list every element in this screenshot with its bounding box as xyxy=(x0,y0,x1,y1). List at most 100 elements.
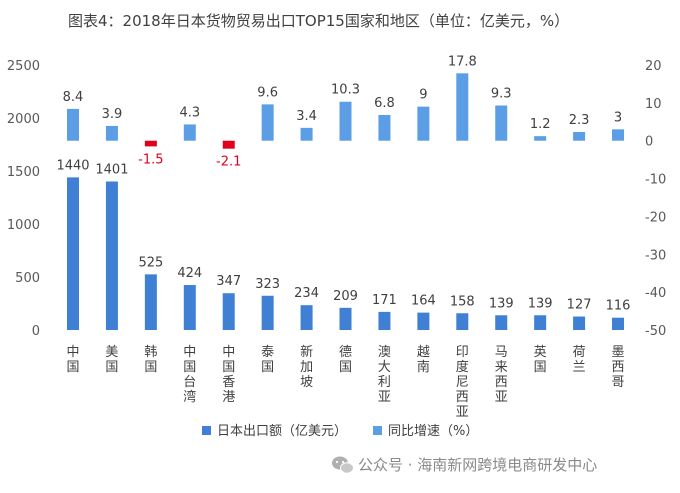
left-tick-label: 500 xyxy=(15,271,40,286)
growth-bar xyxy=(144,140,157,147)
growth-data-label: 4.3 xyxy=(179,105,200,120)
right-tick-label: -20 xyxy=(645,210,666,225)
export-data-label: 171 xyxy=(372,293,397,308)
chart-title: 图表4：2018年日本货物贸易出口TOP15国家和地区（单位：亿美元，%） xyxy=(68,12,569,30)
growth-data-label: 8.4 xyxy=(63,90,84,105)
left-tick-label: 1000 xyxy=(7,218,40,233)
right-tick-label: 20 xyxy=(645,59,662,74)
growth-data-label: 1.2 xyxy=(530,117,551,132)
export-data-label: 139 xyxy=(528,296,553,311)
growth-data-label: -1.5 xyxy=(138,152,163,167)
growth-data-label: 17.8 xyxy=(448,54,477,69)
export-data-label: 1440 xyxy=(56,158,89,173)
right-tick-label: -30 xyxy=(645,248,666,263)
category-label: 中国台湾 xyxy=(183,345,196,405)
export-bar xyxy=(495,315,508,330)
export-data-label: 323 xyxy=(255,277,280,292)
export-data-label: 1401 xyxy=(95,162,128,177)
growth-bar xyxy=(456,73,469,141)
export-bar xyxy=(378,311,391,330)
growth-data-label: 3.4 xyxy=(296,109,317,124)
growth-bar xyxy=(612,129,625,141)
growth-bar xyxy=(183,124,196,141)
growth-data-label: 3.9 xyxy=(102,107,123,122)
export-bar xyxy=(105,181,118,330)
growth-data-label: 9 xyxy=(419,88,427,103)
right-tick-label: 0 xyxy=(645,135,653,150)
category-label: 越南 xyxy=(417,345,430,375)
growth-data-label: 6.8 xyxy=(374,96,395,111)
export-bar xyxy=(222,293,235,330)
left-tick-label: 2000 xyxy=(7,112,40,127)
legend-swatch-export xyxy=(202,426,211,435)
growth-bar xyxy=(67,108,79,141)
export-bar xyxy=(456,313,469,330)
growth-data-label: -2.1 xyxy=(216,155,241,170)
export-bar xyxy=(67,177,79,330)
export-data-label: 139 xyxy=(489,296,514,311)
growth-bar xyxy=(534,136,547,141)
export-data-label: 127 xyxy=(567,298,592,313)
right-tick-label: -40 xyxy=(645,286,666,301)
growth-data-label: 3 xyxy=(614,110,622,125)
left-tick-label: 1500 xyxy=(7,165,40,180)
category-label: 澳大利亚 xyxy=(378,344,391,405)
export-bar xyxy=(534,315,547,330)
left-tick-label: 2500 xyxy=(7,59,40,74)
left-tick-label: 0 xyxy=(32,324,40,339)
category-label: 荷兰 xyxy=(573,345,586,375)
wechat-icon xyxy=(332,456,354,474)
export-data-label: 234 xyxy=(294,286,319,301)
right-tick-label: 10 xyxy=(645,97,662,112)
export-bar xyxy=(573,316,586,330)
category-label: 中国 xyxy=(66,345,79,375)
growth-bar xyxy=(417,106,430,141)
growth-bar xyxy=(573,132,586,141)
growth-data-label: 9.3 xyxy=(491,87,512,102)
growth-bar xyxy=(339,101,352,141)
export-data-label: 525 xyxy=(138,255,163,270)
growth-bar xyxy=(105,125,118,141)
category-label: 马来西亚 xyxy=(495,345,508,405)
category-label: 泰国 xyxy=(261,345,274,375)
legend-label-export: 日本出口额（亿美元） xyxy=(217,424,347,439)
export-bar xyxy=(183,285,196,330)
category-label: 墨西哥 xyxy=(612,345,625,390)
export-bar xyxy=(300,305,313,330)
category-label: 德国 xyxy=(339,345,352,375)
watermark: 公众号 · 海南新网跨境电商研发中心 xyxy=(332,456,597,474)
category-label: 印度尼西亚 xyxy=(456,345,469,420)
growth-bar xyxy=(261,104,274,141)
export-data-label: 209 xyxy=(333,289,358,304)
legend-label-growth: 同比增速（%） xyxy=(388,424,478,439)
category-label: 韩国 xyxy=(144,345,157,375)
legend-swatch-growth xyxy=(373,426,382,435)
right-axis: -50 -40 -30 -20 -10 0 10 20 xyxy=(645,59,666,339)
export-bar xyxy=(612,317,625,330)
export-data-label: 347 xyxy=(216,274,241,289)
export-bar xyxy=(339,307,352,330)
growth-bar xyxy=(378,114,391,141)
growth-bar xyxy=(222,140,235,149)
left-axis: 0 500 1000 1500 2000 2500 xyxy=(7,59,40,339)
export-data-label: 164 xyxy=(411,294,436,309)
category-label: 中国香港 xyxy=(222,345,235,405)
right-tick-label: -50 xyxy=(645,324,666,339)
export-data-label: 424 xyxy=(177,266,202,281)
category-label: 英国 xyxy=(534,345,547,375)
watermark-text: 公众号 · 海南新网跨境电商研发中心 xyxy=(358,456,597,474)
legend: 日本出口额（亿美元） 同比增速（%） xyxy=(202,424,478,439)
export-data-label: 158 xyxy=(450,294,475,309)
right-tick-label: -10 xyxy=(645,173,666,188)
growth-data-label: 10.3 xyxy=(331,83,360,98)
growth-data-label: 2.3 xyxy=(569,113,590,128)
growth-bar xyxy=(495,105,508,141)
category-label: 新加坡 xyxy=(300,344,313,390)
export-bar xyxy=(144,274,157,330)
plot-area: 1440 8.4 1401 3.9 525 -1.5 424 4.3 347 -2.1 323 9.6… xyxy=(56,54,630,330)
growth-data-label: 9.6 xyxy=(257,85,278,100)
export-bar xyxy=(261,295,274,330)
export-bar xyxy=(417,312,430,330)
